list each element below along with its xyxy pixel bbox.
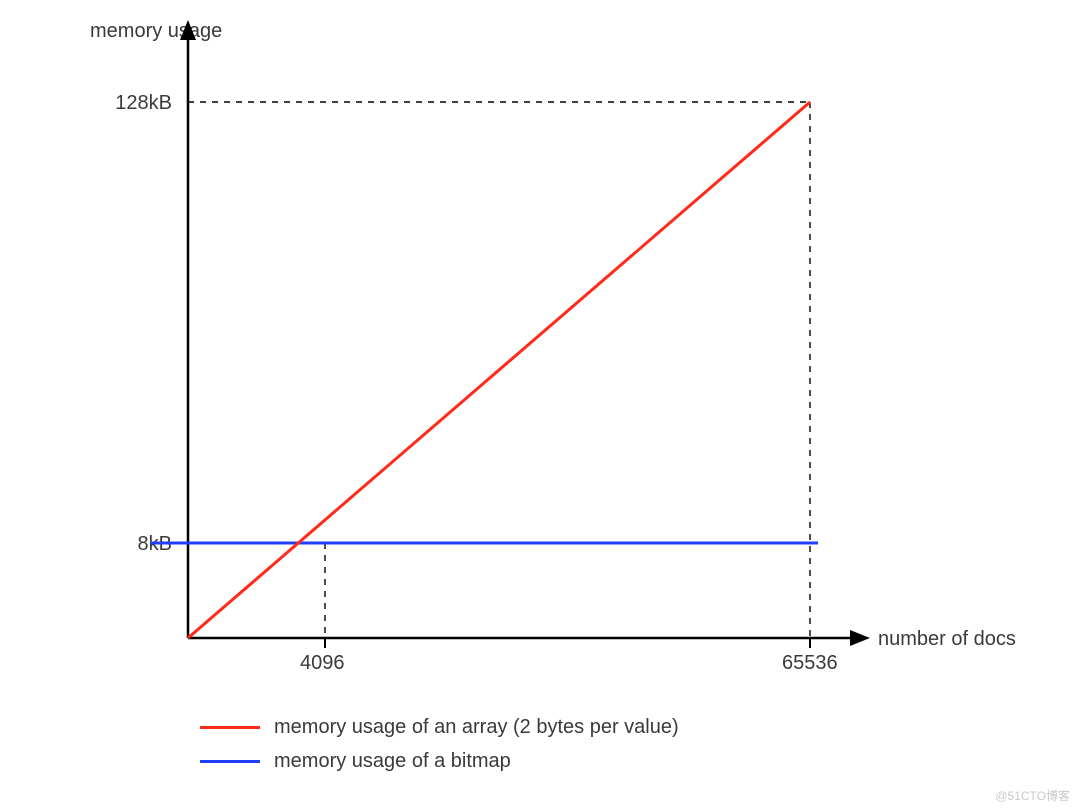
legend-swatch-array [200,726,260,729]
chart-svg [0,0,1080,810]
legend-item-bitmap: memory usage of a bitmap [200,744,679,778]
legend-label-array: memory usage of an array (2 bytes per va… [274,716,679,739]
watermark: @51CTO博客 [995,787,1070,804]
series-array-line [188,102,810,638]
chart-container: memory usage number of docs 128kB 8kB 40… [0,0,1080,810]
legend: memory usage of an array (2 bytes per va… [200,710,679,778]
legend-item-array: memory usage of an array (2 bytes per va… [200,710,679,744]
legend-label-bitmap: memory usage of a bitmap [274,750,511,773]
legend-swatch-bitmap [200,760,260,763]
y-axis-arrowhead [180,20,196,40]
x-axis-arrowhead [850,630,870,646]
